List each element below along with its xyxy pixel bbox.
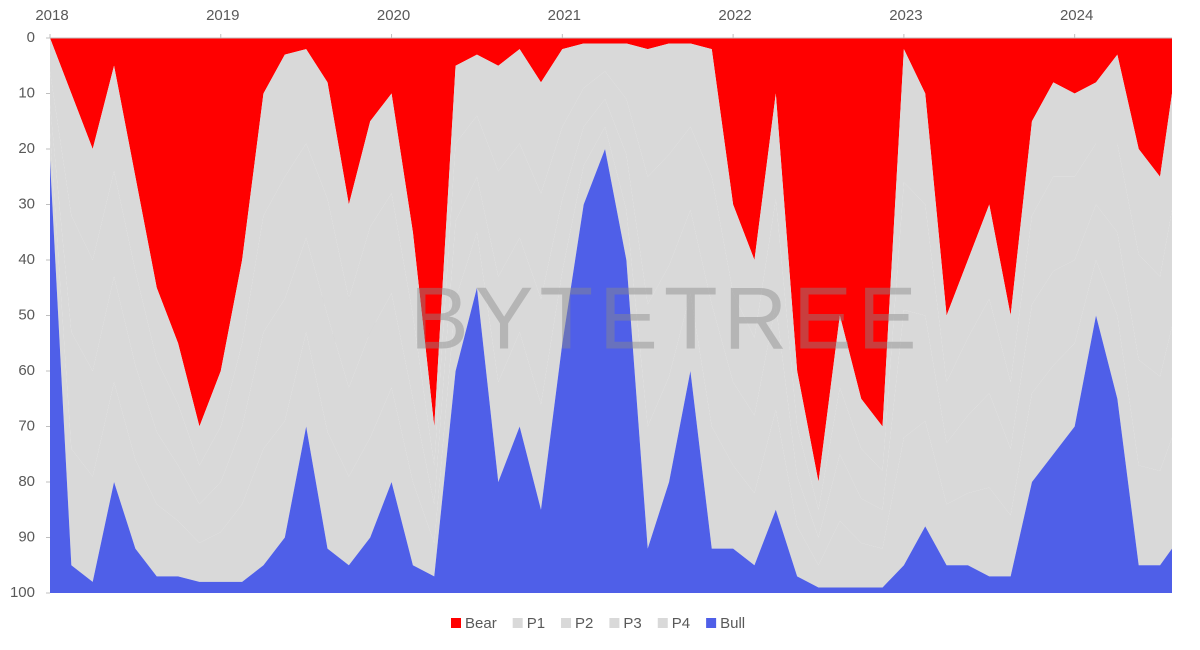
y-tick-label: 100: [10, 584, 35, 601]
x-tick-label: 2022: [718, 7, 751, 24]
y-tick-label: 10: [18, 84, 35, 101]
x-tick-label: 2018: [35, 7, 68, 24]
legend-swatch: [609, 618, 620, 628]
y-tick-label: 90: [18, 528, 35, 545]
legend-label: P1: [527, 615, 545, 632]
legend: Bear P1 P2 P3 P4 Bull: [451, 615, 745, 632]
legend-label: P4: [672, 615, 690, 632]
area: [50, 38, 1172, 482]
area: [50, 71, 1172, 538]
legend-label: Bear: [465, 615, 497, 632]
area: [50, 149, 1172, 593]
legend-swatch: [706, 618, 717, 628]
y-tick-label: 30: [18, 195, 35, 212]
y-tick-label: 70: [18, 417, 35, 434]
y-tick-label: 60: [18, 362, 35, 379]
y-tick-label: 0: [27, 29, 35, 46]
legend-label: P2: [575, 615, 593, 632]
legend-swatch: [657, 618, 668, 628]
x-tick-label: 2024: [1060, 7, 1093, 24]
y-tick-label: 40: [18, 251, 35, 268]
legend-swatch: [561, 618, 572, 628]
plot-area: [50, 38, 1172, 593]
legend-label: Bull: [720, 615, 745, 632]
legend-swatch: [512, 618, 523, 628]
watermark-text: BYTETREE: [410, 268, 923, 367]
legend-swatch: [451, 618, 461, 628]
y-tick-label: 50: [18, 306, 35, 323]
legend-label: P3: [623, 615, 641, 632]
area: [50, 126, 1172, 588]
area: [50, 99, 1172, 566]
x-tick-label: 2023: [889, 7, 922, 24]
area: [50, 38, 1172, 510]
x-tick-label: 2019: [206, 7, 239, 24]
y-tick-label: 80: [18, 473, 35, 490]
y-tick-label: 20: [18, 140, 35, 157]
x-tick-label: 2021: [548, 7, 581, 24]
x-tick-label: 2020: [377, 7, 410, 24]
